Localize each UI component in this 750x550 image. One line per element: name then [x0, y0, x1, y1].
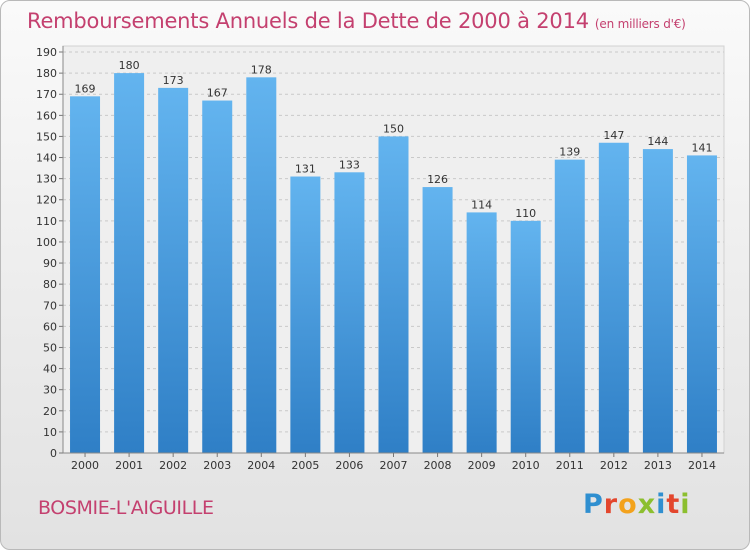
commune-name: BOSMIE-L'AIGUILLE	[38, 497, 214, 519]
data-label-2014: 141	[691, 141, 712, 154]
x-tick-label-2006: 2006	[335, 459, 363, 472]
y-tick-label: 110	[36, 215, 57, 228]
data-label-2012: 147	[603, 129, 624, 142]
y-tick-label: 50	[43, 341, 57, 354]
bar-2006	[334, 172, 365, 454]
data-label-2001: 180	[119, 59, 140, 72]
logo-letter: i	[680, 489, 691, 520]
bar-2003	[202, 100, 233, 453]
bars: 169 180 173 167 178 131 133 150 126 114 110 139 147 1…	[70, 59, 717, 454]
x-tick-label-2008: 2008	[424, 459, 452, 472]
logo-letter: P	[583, 489, 604, 520]
x-tick-label-2013: 2013	[644, 459, 672, 472]
y-tick-label: 160	[36, 109, 57, 122]
data-label-2011: 139	[559, 146, 580, 159]
x-tick-label-2009: 2009	[468, 459, 496, 472]
y-tick-label: 20	[43, 405, 57, 418]
y-tick-label: 100	[36, 236, 57, 249]
data-label-2013: 144	[647, 135, 668, 148]
bar-2012	[598, 142, 629, 453]
y-tick-label: 140	[36, 152, 57, 165]
y-tick-label: 130	[36, 173, 57, 186]
x-tick-label-2004: 2004	[247, 459, 275, 472]
x-tick-label-2001: 2001	[115, 459, 143, 472]
data-label-2009: 114	[471, 198, 492, 211]
data-label-2006: 133	[339, 158, 360, 171]
x-tick-label-2003: 2003	[203, 459, 231, 472]
proxiti-logo: Proxiti	[583, 489, 691, 520]
bar-2011	[554, 159, 585, 453]
bar-2013	[642, 149, 673, 453]
y-tick-label: 190	[36, 46, 57, 59]
logo-letter: i	[656, 489, 667, 520]
data-label-2003: 167	[207, 87, 228, 100]
y-tick-label: 90	[43, 257, 57, 270]
y-tick-label: 170	[36, 88, 57, 101]
axes: 0 10 20 30 40 50 60 70 80 90 100 110 120 130 140 150 160…	[36, 46, 724, 472]
y-tick-label: 30	[43, 384, 57, 397]
x-tick-label-2002: 2002	[159, 459, 187, 472]
x-tick-label-2007: 2007	[380, 459, 408, 472]
bar-2004	[246, 77, 277, 453]
y-tick-label: 80	[43, 278, 57, 291]
bar-2008	[422, 187, 453, 454]
y-tick-label: 60	[43, 320, 57, 333]
bar-2014	[686, 155, 717, 454]
x-tick-label-2012: 2012	[600, 459, 628, 472]
y-tick-label: 10	[43, 426, 57, 439]
bar-2005	[290, 176, 321, 453]
x-tick-label-2000: 2000	[71, 459, 99, 472]
data-label-2000: 169	[75, 82, 96, 95]
x-tick-label-2011: 2011	[556, 459, 584, 472]
data-label-2004: 178	[251, 63, 272, 76]
chart-unit: (en milliers d'€)	[594, 17, 686, 31]
bar-2000	[70, 96, 101, 454]
data-label-2002: 173	[163, 74, 184, 87]
y-tick-label: 120	[36, 194, 57, 207]
y-tick-label: 0	[50, 447, 57, 460]
y-tick-label: 180	[36, 67, 57, 80]
chart-title-text: Remboursements Annuels de la Dette de 20…	[27, 9, 589, 33]
x-tick-label-2010: 2010	[512, 459, 540, 472]
logo-letter: t	[666, 489, 681, 520]
x-tick-label-2014: 2014	[688, 459, 716, 472]
y-tick-label: 70	[43, 299, 57, 312]
y-tick-label: 40	[43, 363, 57, 376]
data-label-2007: 150	[383, 122, 404, 135]
x-tick-label-2005: 2005	[291, 459, 319, 472]
data-label-2008: 126	[427, 173, 448, 186]
chart-title: Remboursements Annuels de la Dette de 20…	[27, 9, 686, 33]
data-label-2010: 110	[515, 207, 536, 220]
bar-2009	[466, 212, 497, 453]
logo-letter: x	[637, 489, 657, 520]
bar-2001	[114, 73, 145, 454]
bar-2002	[158, 87, 189, 454]
y-tick-label: 150	[36, 130, 57, 143]
bar-2007	[378, 136, 409, 453]
data-label-2005: 131	[295, 163, 316, 176]
bar-2010	[510, 220, 541, 453]
logo-letter: r	[603, 489, 619, 520]
logo-letter: o	[618, 489, 638, 520]
